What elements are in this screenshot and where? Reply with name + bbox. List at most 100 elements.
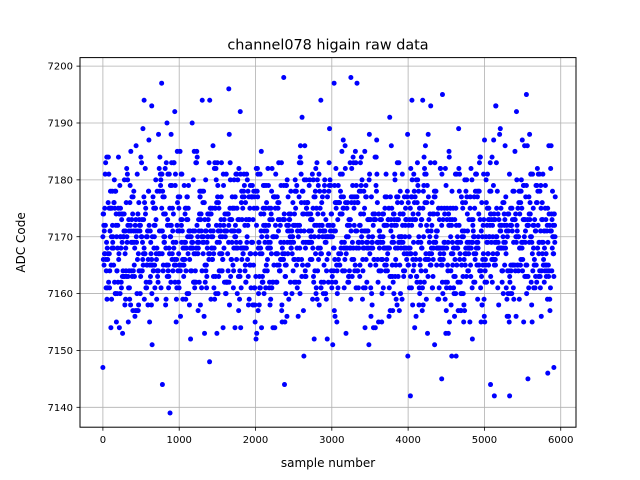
data-point bbox=[301, 228, 307, 234]
data-point bbox=[480, 251, 486, 257]
data-point bbox=[471, 234, 477, 240]
y-tick-label: 7160 bbox=[48, 289, 73, 300]
data-point bbox=[320, 211, 326, 217]
data-point bbox=[154, 245, 160, 251]
data-point bbox=[452, 256, 458, 262]
data-point bbox=[403, 205, 409, 211]
data-point bbox=[504, 222, 510, 228]
data-point bbox=[314, 177, 320, 183]
data-point bbox=[183, 268, 189, 274]
data-point bbox=[427, 234, 433, 240]
data-point bbox=[285, 251, 291, 257]
data-point bbox=[323, 217, 329, 223]
data-point bbox=[326, 188, 332, 194]
data-point bbox=[308, 211, 314, 217]
data-point bbox=[124, 171, 130, 177]
data-point bbox=[170, 228, 176, 234]
data-point bbox=[127, 183, 133, 189]
data-point bbox=[127, 222, 133, 228]
data-point bbox=[222, 234, 228, 240]
data-point bbox=[456, 188, 462, 194]
data-point bbox=[436, 285, 442, 291]
data-point bbox=[440, 256, 446, 262]
data-point bbox=[218, 194, 224, 200]
data-point bbox=[176, 251, 182, 257]
data-point bbox=[334, 319, 340, 325]
data-point bbox=[335, 183, 341, 189]
data-point bbox=[464, 177, 470, 183]
data-point bbox=[329, 274, 335, 280]
data-point bbox=[190, 177, 196, 183]
data-point bbox=[448, 234, 454, 240]
data-point bbox=[509, 291, 515, 297]
data-point bbox=[310, 205, 316, 211]
data-point bbox=[525, 274, 531, 280]
data-point bbox=[343, 251, 349, 257]
y-tick-label: 7200 bbox=[48, 62, 73, 73]
data-point bbox=[172, 183, 178, 189]
data-point bbox=[269, 285, 275, 291]
data-point bbox=[252, 285, 258, 291]
data-point bbox=[160, 268, 166, 274]
data-point bbox=[446, 319, 452, 325]
data-point bbox=[116, 256, 122, 262]
data-point bbox=[399, 200, 405, 206]
data-point bbox=[478, 285, 484, 291]
data-point bbox=[367, 262, 373, 268]
data-point bbox=[125, 177, 131, 183]
data-point bbox=[327, 126, 333, 132]
data-point bbox=[295, 234, 301, 240]
data-point bbox=[423, 296, 429, 302]
data-point bbox=[359, 296, 365, 302]
data-point bbox=[238, 200, 244, 206]
data-point bbox=[505, 228, 511, 234]
data-point bbox=[504, 234, 510, 240]
data-point bbox=[254, 165, 260, 171]
y-tick-label: 7190 bbox=[48, 119, 73, 130]
data-point bbox=[307, 177, 313, 183]
data-point bbox=[256, 291, 262, 297]
data-point bbox=[232, 194, 238, 200]
data-point bbox=[497, 126, 503, 132]
data-point bbox=[247, 205, 253, 211]
data-point bbox=[339, 211, 345, 217]
data-point bbox=[324, 256, 330, 262]
data-point bbox=[360, 268, 366, 274]
data-point bbox=[480, 222, 486, 228]
data-point bbox=[384, 256, 390, 262]
data-point bbox=[204, 274, 210, 280]
data-point bbox=[383, 262, 389, 268]
data-point bbox=[414, 200, 420, 206]
data-point bbox=[158, 285, 164, 291]
data-point bbox=[362, 325, 368, 331]
data-point bbox=[251, 194, 257, 200]
data-point bbox=[122, 228, 128, 234]
data-point bbox=[268, 205, 274, 211]
data-point bbox=[442, 296, 448, 302]
data-point bbox=[481, 171, 487, 177]
data-point bbox=[549, 268, 555, 274]
data-point bbox=[146, 222, 152, 228]
data-point bbox=[227, 177, 233, 183]
data-point bbox=[526, 285, 532, 291]
data-point bbox=[132, 245, 138, 251]
data-point bbox=[363, 194, 369, 200]
data-point bbox=[131, 188, 137, 194]
data-point bbox=[219, 268, 225, 274]
data-point bbox=[466, 251, 472, 257]
data-point bbox=[529, 302, 535, 308]
outlier-point bbox=[167, 410, 173, 416]
data-point bbox=[226, 131, 232, 137]
data-point bbox=[434, 262, 440, 268]
data-point bbox=[405, 353, 411, 359]
data-point bbox=[477, 154, 483, 160]
data-point bbox=[516, 296, 522, 302]
data-point bbox=[483, 200, 489, 206]
data-point bbox=[400, 211, 406, 217]
data-point bbox=[313, 291, 319, 297]
data-point bbox=[474, 194, 480, 200]
data-point bbox=[416, 302, 422, 308]
data-point bbox=[221, 217, 227, 223]
data-point bbox=[261, 211, 267, 217]
data-point bbox=[534, 183, 540, 189]
